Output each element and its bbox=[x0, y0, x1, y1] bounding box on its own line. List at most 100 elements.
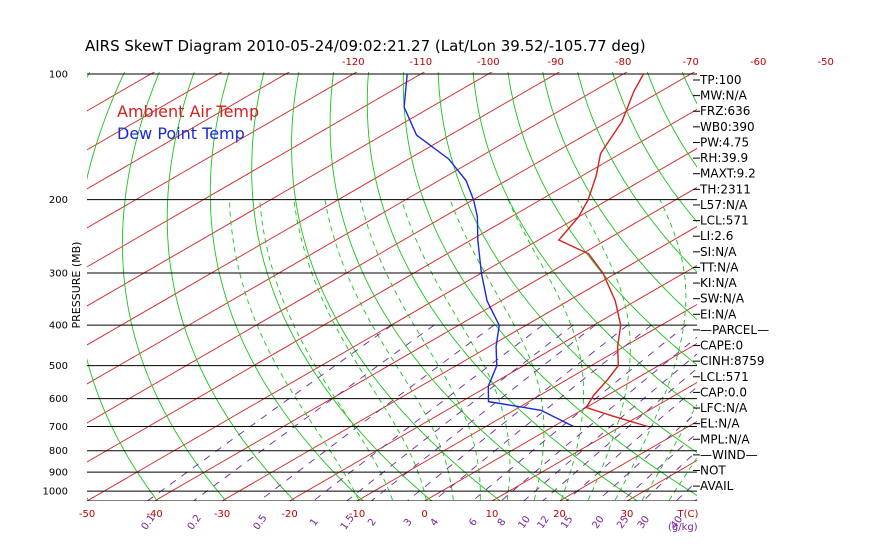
moist-adiabat-line bbox=[507, 199, 585, 501]
isotherm-line bbox=[491, 381, 697, 501]
isotherm-line bbox=[87, 147, 697, 501]
isotherm-line bbox=[153, 186, 697, 501]
dry-adiabat-lines bbox=[0, 55, 870, 505]
top-temp-tick-label: -50 bbox=[818, 57, 834, 68]
mixing-ratio-tick-label: 8 bbox=[496, 517, 509, 529]
pressure-tick-label: 700 bbox=[49, 422, 68, 433]
bottom-temp-tick-label: -50 bbox=[79, 509, 95, 520]
index-item: TH:2311 bbox=[699, 182, 751, 196]
moist-adiabat-line bbox=[614, 199, 687, 501]
dry-adiabat-line bbox=[507, 72, 697, 366]
index-item: AVAIL bbox=[700, 479, 734, 493]
index-item: RH:39.9 bbox=[700, 151, 748, 165]
legend-ambient-air-temp: Ambient Air Temp bbox=[117, 102, 259, 121]
bottom-temp-tick-label: 0 bbox=[421, 509, 427, 520]
index-item: LFC:N/A bbox=[700, 401, 748, 415]
mixing-ratio-line bbox=[433, 324, 652, 501]
pressure-tick-label: 100 bbox=[49, 70, 68, 81]
isotherm-line bbox=[87, 72, 493, 307]
mixing-ratio-tick-label: 2 bbox=[366, 517, 379, 529]
isotherm-line bbox=[423, 342, 697, 501]
dry-adiabat-line bbox=[87, 72, 159, 501]
index-item: FRZ:636 bbox=[700, 104, 750, 118]
isotherm-line bbox=[87, 108, 697, 463]
isotherm-line bbox=[87, 72, 426, 268]
dry-adiabat-line bbox=[811, 55, 870, 505]
dry-adiabat-line bbox=[209, 72, 364, 501]
dry-adiabat-line bbox=[437, 72, 697, 454]
bottom-temperature-axis: -50 -40 -30 -20 -10 0 10 20 30 T(C) bbox=[79, 509, 699, 520]
dry-adiabat-line bbox=[291, 72, 502, 501]
moist-adiabat-line bbox=[449, 199, 545, 501]
top-temp-tick-label: -60 bbox=[750, 57, 766, 68]
index-item: TT:N/A bbox=[699, 260, 739, 274]
bottom-temp-tick-label: 30 bbox=[621, 509, 634, 520]
index-item: TP:100 bbox=[699, 73, 742, 87]
index-item: LI:2.6 bbox=[700, 229, 733, 243]
moist-adiabat-line bbox=[229, 199, 360, 501]
isotherm-line bbox=[87, 72, 223, 151]
moist-adiabat-line bbox=[324, 199, 454, 501]
index-item: EL:N/A bbox=[700, 417, 740, 431]
sounding-series bbox=[403, 73, 649, 428]
mixing-ratio-line bbox=[471, 324, 687, 501]
mixing-ratio-tick-label: 1 bbox=[308, 517, 321, 529]
mixing-ratio-line bbox=[146, 324, 393, 501]
top-temp-tick-label: -120 bbox=[342, 57, 365, 68]
index-item: PW:4.75 bbox=[700, 135, 749, 149]
index-item: MAXT:9.2 bbox=[700, 167, 756, 181]
mixing-ratio-tick-label: 0.5 bbox=[251, 513, 269, 532]
bottom-temp-tick-label: -20 bbox=[281, 509, 297, 520]
pressure-tick-label: 400 bbox=[49, 321, 68, 332]
top-temp-tick-label: -70 bbox=[683, 57, 699, 68]
isotherm-line bbox=[288, 264, 697, 501]
dry-adiabat-line bbox=[166, 72, 296, 501]
bottom-temp-unit: T(C) bbox=[677, 509, 699, 520]
isotherm-line bbox=[87, 72, 561, 346]
dry-adiabat-line bbox=[0, 55, 65, 505]
mixing-ratio-lines bbox=[146, 324, 697, 501]
dry-adiabat-line bbox=[122, 72, 227, 501]
dry-adiabat-line bbox=[402, 72, 697, 496]
index-item: KI:N/A bbox=[700, 276, 737, 290]
top-temp-tick-label: -90 bbox=[548, 57, 564, 68]
isotherm-line bbox=[221, 225, 697, 501]
mixing-ratio-line bbox=[312, 324, 544, 501]
index-item: WB0:390 bbox=[700, 120, 755, 134]
bottom-temp-tick-label: -40 bbox=[146, 509, 162, 520]
isotherm-lines bbox=[87, 72, 697, 501]
mixing-ratio-line bbox=[258, 324, 495, 501]
dry-adiabat-line bbox=[542, 72, 697, 321]
chart-title: AIRS SkewT Diagram 2010-05-24/09:02:21.2… bbox=[85, 37, 646, 55]
mixing-ratio-unit: (g/kg) bbox=[668, 522, 698, 533]
isotherm-line bbox=[87, 72, 696, 424]
top-temp-tick-label: -80 bbox=[615, 57, 631, 68]
mixing-ratio-line bbox=[500, 336, 697, 501]
pressure-tick-label: 800 bbox=[49, 446, 68, 457]
index-item: L57:N/A bbox=[700, 198, 748, 212]
mixing-ratio-line bbox=[541, 367, 697, 501]
mixing-ratio-line bbox=[192, 324, 435, 501]
top-temp-tick-label: -100 bbox=[477, 57, 500, 68]
legend-dew-point-temp: Dew Point Temp bbox=[117, 124, 245, 143]
moist-adiabat-line bbox=[401, 199, 511, 501]
dry-adiabat-line bbox=[744, 55, 870, 505]
index-item: NOT bbox=[700, 464, 726, 478]
y-axis-label: PRESSURE (MB) bbox=[70, 242, 83, 329]
top-temp-tick-label: -110 bbox=[409, 57, 432, 68]
bottom-temp-tick-label: -30 bbox=[214, 509, 230, 520]
index-item: CINH:8759 bbox=[700, 354, 765, 368]
dry-adiabat-line bbox=[577, 72, 697, 273]
mixing-ratio-tick-label: 10 bbox=[517, 514, 533, 531]
isobar-lines bbox=[87, 73, 697, 501]
ambient-air-temp-line bbox=[557, 73, 649, 428]
dry-adiabat-line bbox=[366, 72, 639, 501]
pressure-tick-label: 200 bbox=[49, 195, 68, 206]
pressure-tick-label: 600 bbox=[49, 394, 68, 405]
pressure-axis: 100 200 300 400 500 600 700 800 900 1000 bbox=[43, 70, 68, 498]
dew-point-temp-line bbox=[403, 73, 574, 428]
index-item: SW:N/A bbox=[700, 292, 745, 306]
mixing-ratio-tick-label: 6 bbox=[467, 517, 480, 529]
top-temperature-axis: -120-110-100-90-80-70-60-50-40 bbox=[342, 57, 834, 68]
